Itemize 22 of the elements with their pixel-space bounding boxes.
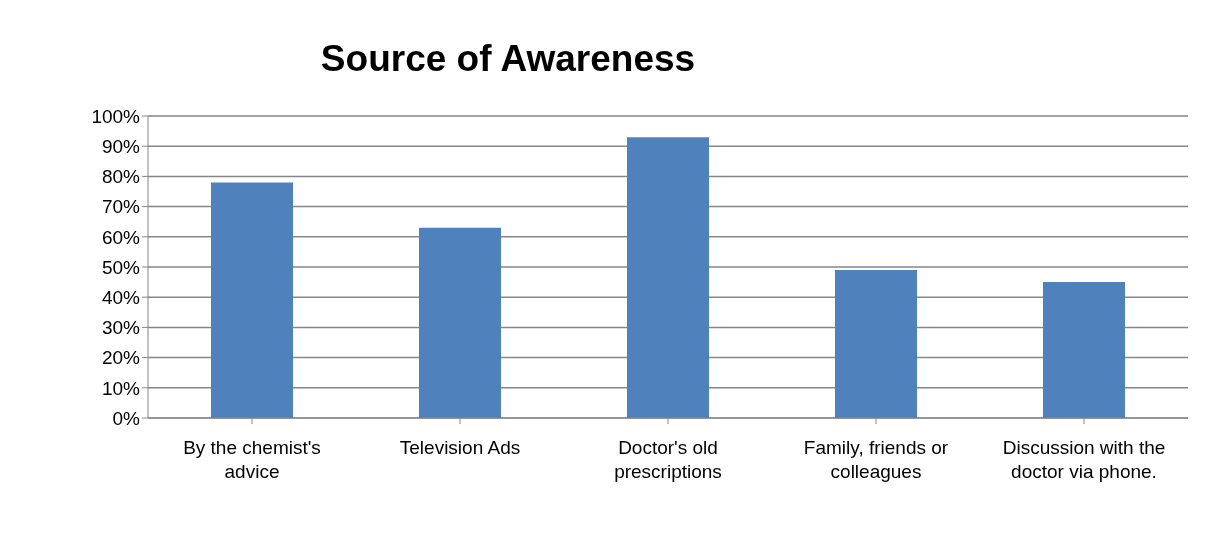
x-tick-label: Doctor's old prescriptions xyxy=(614,437,722,482)
x-tick-label: By the chemist's advice xyxy=(183,437,321,482)
bar xyxy=(835,270,917,418)
bar xyxy=(1043,282,1125,418)
y-tick-label: 30% xyxy=(101,317,141,339)
y-tick-label: 50% xyxy=(101,256,141,278)
y-tick-label: 60% xyxy=(101,226,141,248)
x-tick-label: Family, friends or colleagues xyxy=(803,437,949,482)
x-tick-label: Television Ads xyxy=(399,437,521,458)
y-tick-label: 100% xyxy=(91,105,141,127)
chart-title: Source of Awareness xyxy=(319,38,697,80)
y-tick-label: 10% xyxy=(101,377,141,399)
bar xyxy=(419,227,501,418)
y-tick-label: 70% xyxy=(101,196,141,218)
x-tick-label: Discussion with the doctor via phone. xyxy=(1002,437,1166,482)
y-tick-label: 20% xyxy=(101,347,141,369)
bar xyxy=(211,182,293,418)
y-tick-label: 40% xyxy=(101,286,141,308)
y-tick-label: 0% xyxy=(112,407,141,429)
y-tick-label: 90% xyxy=(101,135,141,157)
y-tick-label: 80% xyxy=(101,166,141,188)
bar xyxy=(627,137,709,418)
